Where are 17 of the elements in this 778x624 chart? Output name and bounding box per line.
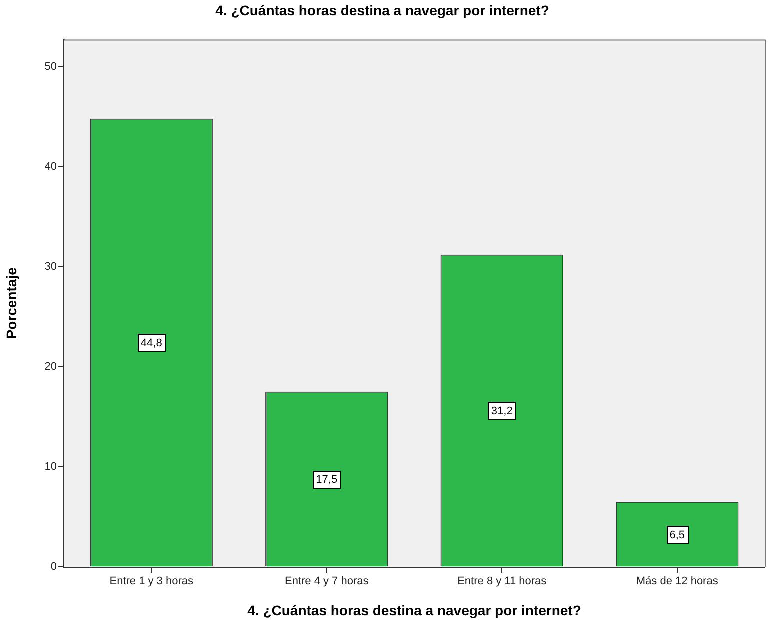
x-axis-title: 4. ¿Cuántas horas destina a navegar por internet?: [248, 602, 582, 618]
y-tick-label: 30: [44, 260, 57, 273]
x-tick-label: Entre 4 y 7 horas: [284, 576, 370, 588]
x-tick-label: Entre 8 y 11 horas: [458, 576, 548, 588]
y-axis-title: Porcentaje: [3, 267, 20, 340]
y-tick-label: 40: [44, 160, 57, 173]
y-tick-label: 50: [44, 60, 57, 73]
data-label: 31,2: [491, 406, 513, 418]
data-label: 17,5: [316, 474, 338, 486]
chart-title: 4. ¿Cuántas horas destina a navegar por internet?: [216, 2, 550, 18]
y-tick-label: 20: [44, 360, 57, 373]
x-tick-label: Más de 12 horas: [636, 576, 719, 588]
x-tick-label: Entre 1 y 3 horas: [110, 576, 194, 588]
y-tick-label: 0: [50, 561, 57, 574]
y-tick-label: 10: [44, 460, 57, 473]
data-label: 44,8: [140, 338, 162, 350]
data-label: 6,5: [670, 529, 686, 542]
